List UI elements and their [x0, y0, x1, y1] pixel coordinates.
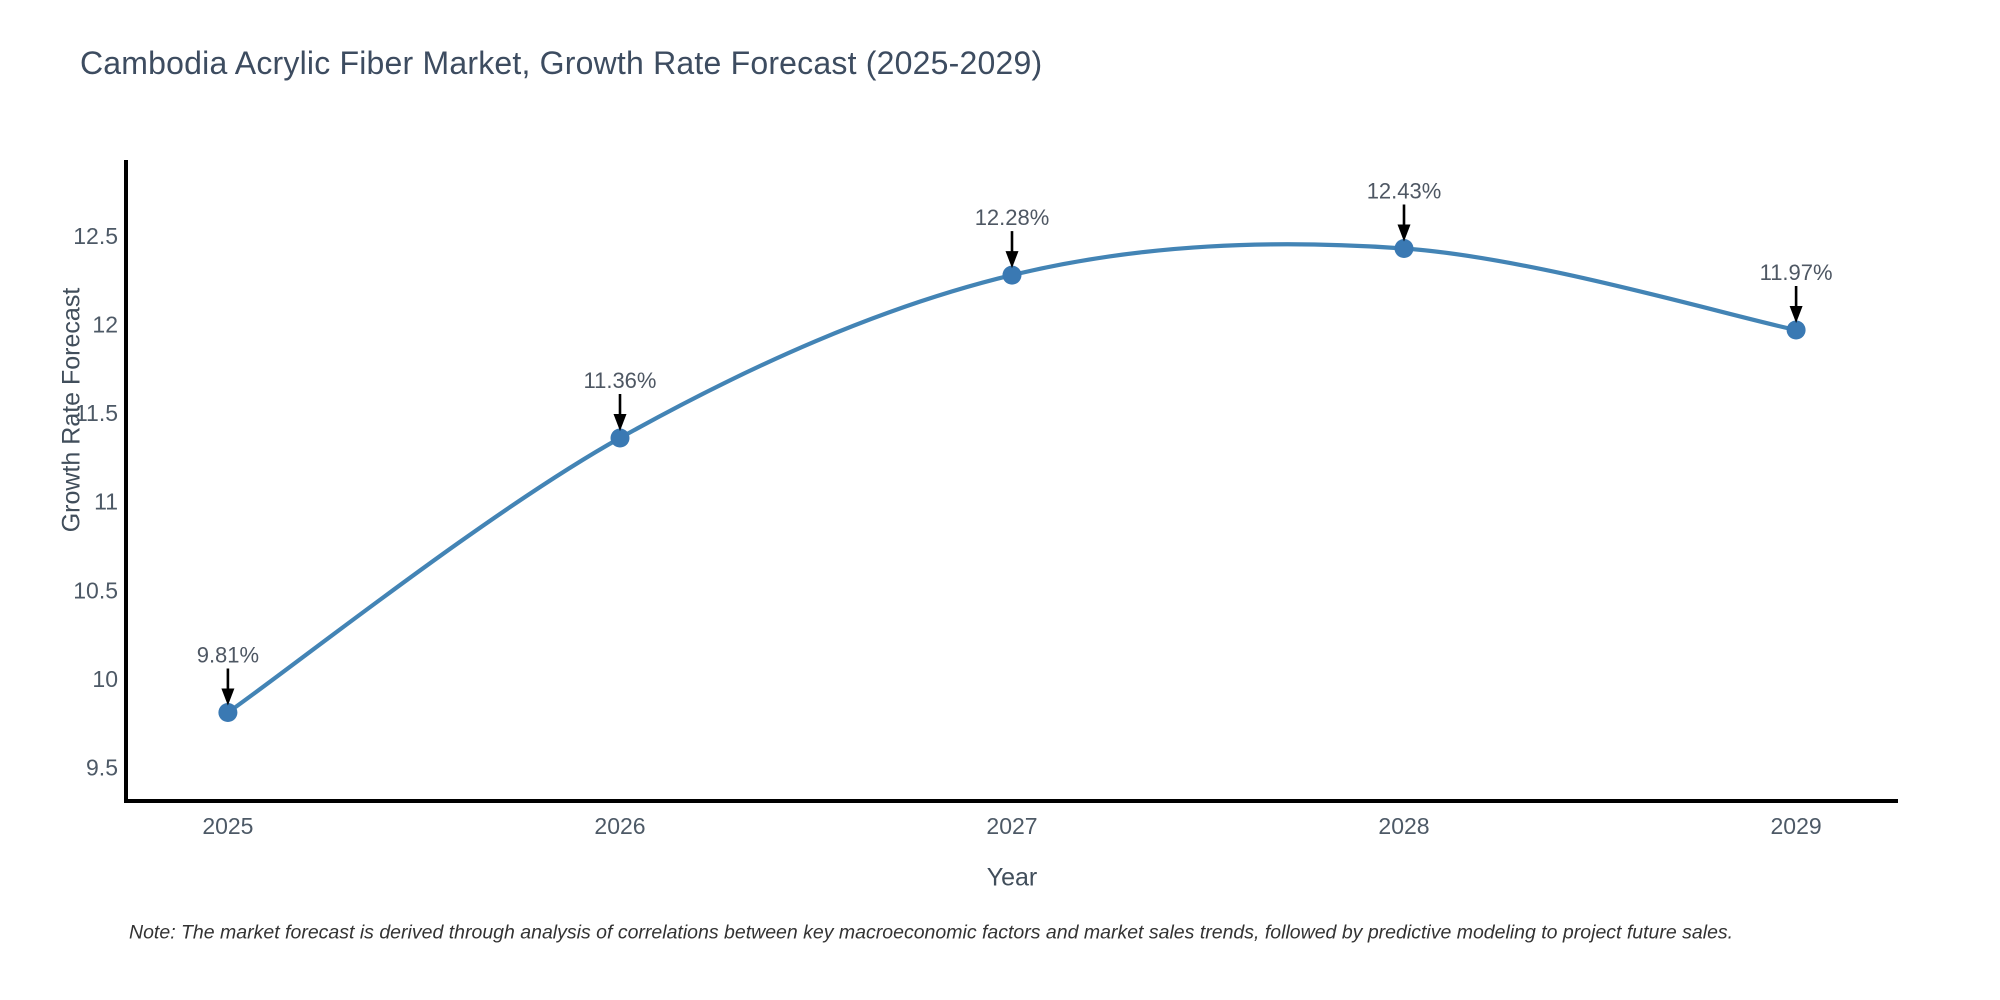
- x-axis-title: Year: [986, 863, 1038, 892]
- y-tick-label: 10: [92, 666, 118, 692]
- annotation-label: 9.81%: [197, 643, 259, 668]
- trend-line: [225, 242, 1799, 715]
- x-tick-label: 2028: [1378, 813, 1429, 839]
- annotation-arrow-head: [1789, 306, 1803, 323]
- annotation-arrow-head: [1005, 251, 1019, 269]
- x-tick-label: 2026: [594, 813, 645, 839]
- annotation-label: 11.97%: [1760, 260, 1833, 285]
- data-point-marker: [1394, 239, 1414, 258]
- data-point-marker: [610, 428, 630, 448]
- data-point-marker: [1002, 265, 1022, 285]
- y-tick-label: 9.5: [86, 754, 118, 780]
- annotation-arrow-head: [1397, 224, 1411, 242]
- y-axis-title: Growth Rate Forecast: [57, 287, 86, 533]
- annotation-label: 12.43%: [1367, 179, 1442, 204]
- annotation-label: 12.28%: [975, 205, 1050, 230]
- footnote: Note: The market forecast is derived thr…: [129, 921, 1734, 944]
- y-tick-label: 10.5: [73, 577, 118, 603]
- data-point-marker: [1786, 320, 1806, 340]
- x-tick-label: 2027: [986, 813, 1037, 839]
- y-tick-label: 11.5: [75, 400, 118, 426]
- annotation-label: 11.36%: [584, 368, 657, 393]
- y-tick-label: 12: [92, 312, 118, 338]
- y-tick-label: 11: [94, 489, 118, 515]
- chart-title: Cambodia Acrylic Fiber Market, Growth Ra…: [80, 45, 1043, 81]
- x-tick-label: 2025: [202, 813, 253, 839]
- x-tick-label: 2029: [1771, 813, 1822, 839]
- annotation-arrow-head: [613, 414, 627, 431]
- y-tick-label: 12.5: [73, 223, 118, 249]
- data-point-marker: [218, 703, 238, 722]
- annotation-arrow-head: [221, 688, 235, 706]
